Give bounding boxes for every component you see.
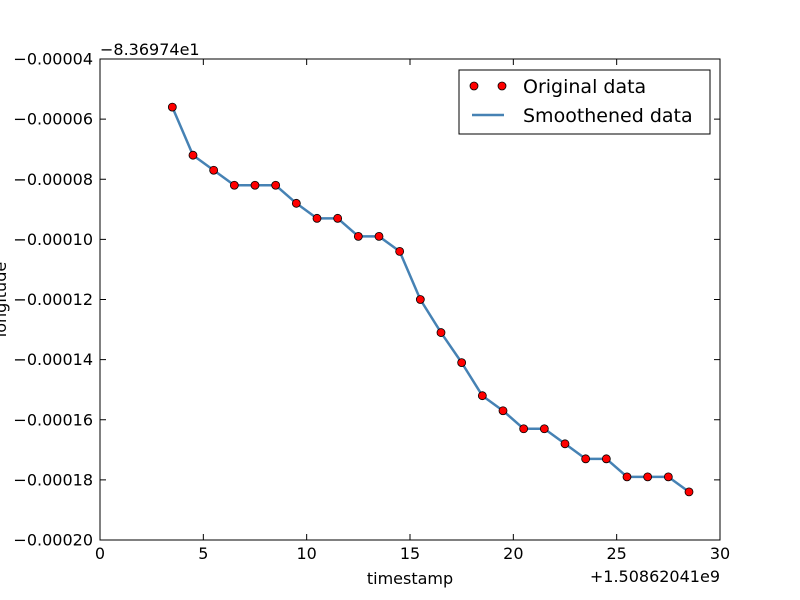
data-point xyxy=(271,180,281,190)
data-point xyxy=(415,295,425,304)
legend-marker xyxy=(469,81,479,91)
data-point xyxy=(477,391,487,401)
series-line-smoothened-data xyxy=(171,106,690,493)
legend-box xyxy=(458,69,711,135)
data-point xyxy=(229,180,239,190)
y-axis: −0.00020 −0.00018 −0.00016 −0.00014 −0.00012… xyxy=(13,50,720,550)
data-point xyxy=(353,231,363,241)
y-axis-label: longitude xyxy=(0,262,10,337)
x-tick-label: 0 xyxy=(95,544,105,563)
y-tick-label: −0.00016 xyxy=(13,410,93,429)
data-point xyxy=(663,472,673,482)
data-point xyxy=(519,424,529,434)
data-point xyxy=(498,406,508,416)
x-axis: 0 5 10 15 20 25 30 xyxy=(95,59,730,563)
data-point xyxy=(188,150,198,160)
y-tick-label: −0.00006 xyxy=(13,110,93,129)
x-tick-label: 20 xyxy=(503,544,523,563)
x-tick-label: 10 xyxy=(296,544,316,563)
original-data-layer xyxy=(167,102,694,497)
data-point xyxy=(333,213,343,223)
legend-marker xyxy=(497,81,507,91)
x-tick-label: 25 xyxy=(606,544,626,563)
y-tick-label: −0.00014 xyxy=(13,350,93,369)
data-point xyxy=(291,198,301,208)
y-tick-label: −0.00008 xyxy=(13,170,93,189)
data-point xyxy=(539,424,549,434)
smoothened-data-layer xyxy=(171,106,690,493)
data-point xyxy=(601,454,611,464)
x-axis-label: timestamp xyxy=(367,569,453,588)
x-tick-label: 5 xyxy=(198,544,208,563)
legend-label: Original data xyxy=(523,76,646,98)
y-tick-label: −0.00010 xyxy=(13,230,93,249)
data-point xyxy=(581,454,591,464)
y-tick-label: −0.00018 xyxy=(13,470,93,489)
legend-entry: Original data xyxy=(469,76,646,98)
legend-entry: Smoothened data xyxy=(472,105,693,127)
data-point xyxy=(374,231,384,241)
x-tick-label: 30 xyxy=(710,544,730,563)
y-tick-label: −0.00004 xyxy=(13,50,93,69)
x-tick-label: 15 xyxy=(400,544,420,563)
data-point xyxy=(622,472,632,482)
y-axis-offset-label: −8.36974e1 xyxy=(100,40,200,59)
data-point xyxy=(312,213,322,223)
data-point xyxy=(250,180,260,190)
data-point xyxy=(457,358,467,368)
data-point xyxy=(560,439,570,449)
y-tick-label: −0.00020 xyxy=(13,531,93,550)
legend-label: Smoothened data xyxy=(523,105,693,127)
x-axis-offset-label: +1.50862041e9 xyxy=(590,567,720,586)
y-tick-label: −0.00012 xyxy=(13,290,93,309)
data-point xyxy=(209,165,219,175)
data-point xyxy=(395,246,405,256)
data-point xyxy=(684,487,694,497)
legend: Original data Smoothened data xyxy=(458,69,711,135)
data-point xyxy=(436,328,446,337)
data-point xyxy=(167,102,177,112)
data-point xyxy=(643,472,653,482)
